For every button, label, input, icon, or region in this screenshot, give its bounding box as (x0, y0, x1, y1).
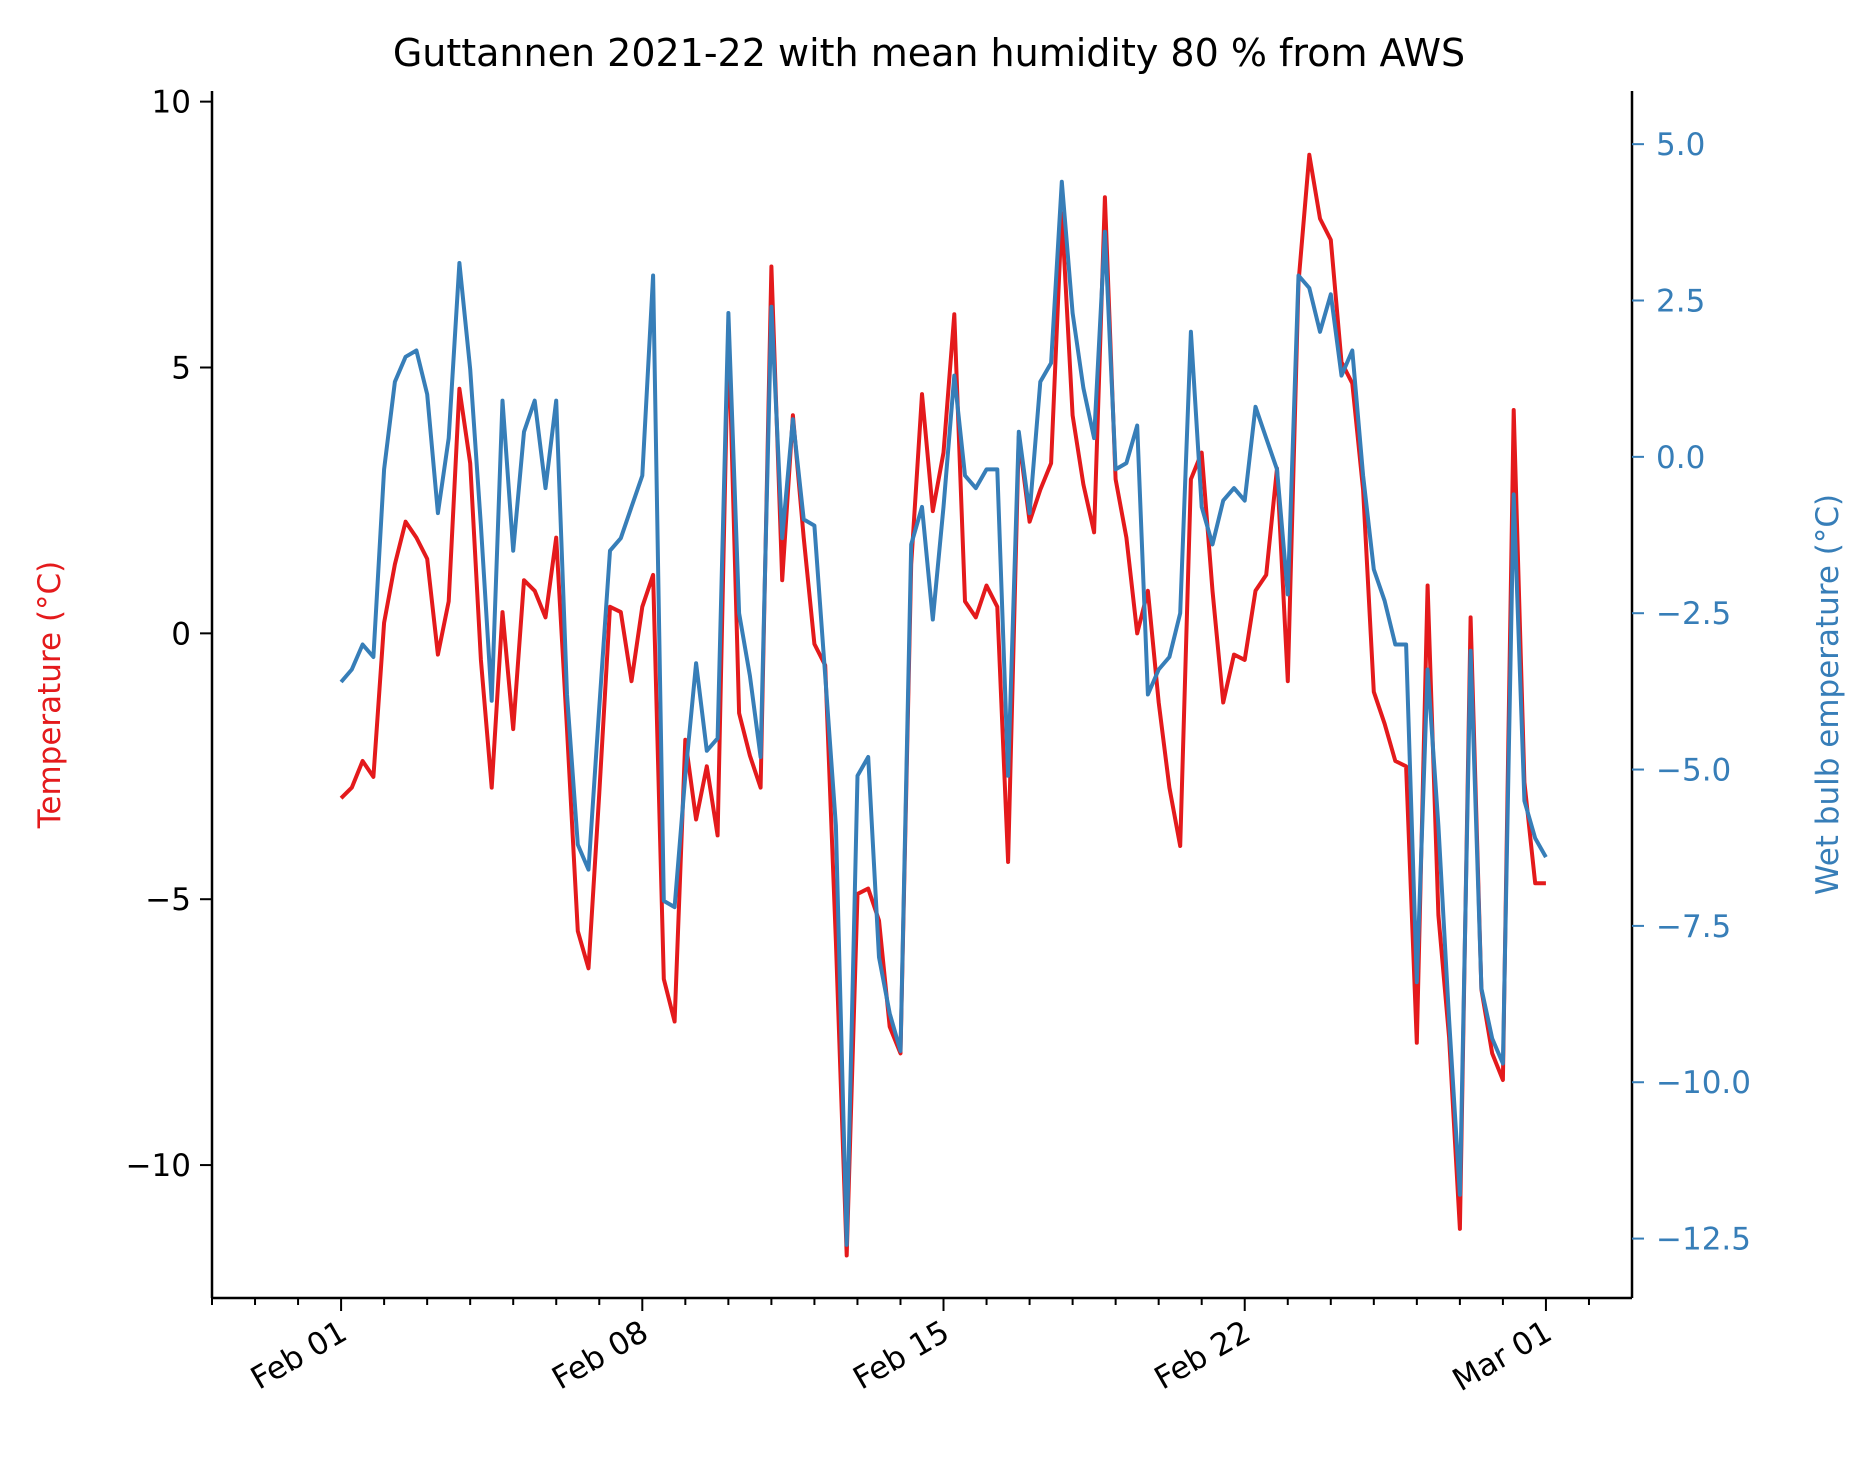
wet-bulb-series-line (339, 179, 1548, 1247)
y-right-tick-label: −2.5 (1656, 596, 1731, 632)
y-right-tick-label: −12.5 (1656, 1222, 1751, 1258)
y-left-tick-label: 0 (171, 616, 191, 652)
x-tick-label: Feb 08 (546, 1314, 654, 1397)
y-right-tick-label: 2.5 (1656, 284, 1705, 320)
y-right-axis-title: Wet bulb emperature (°C) (1810, 494, 1846, 895)
y-right-tick-label: −10.0 (1656, 1065, 1751, 1101)
x-tick-label: Feb 22 (1148, 1314, 1256, 1397)
plot-area (210, 91, 1634, 1300)
y-left-tick-label: −5 (145, 882, 191, 918)
y-left-axis-title: Temperature (°C) (32, 561, 68, 830)
y-left-axis: 10 5 0 −5 −10 (126, 85, 212, 1184)
y-right-tick-label: −7.5 (1656, 909, 1731, 945)
chart-title: Guttannen 2021-22 with mean humidity 80 … (393, 31, 1465, 75)
series-layer (339, 152, 1548, 1258)
x-axis: Feb 01 Feb 08 Feb 15 Feb 22 Mar 01 (211, 1298, 1590, 1399)
y-left-tick-label: −10 (126, 1148, 191, 1184)
y-right-axis: 5.0 2.5 0.0 −2.5 −5.0 −7.5 −10.0 −12.5 (1632, 127, 1751, 1258)
y-right-tick-label: 5.0 (1656, 127, 1705, 163)
y-left-tick-label: 10 (152, 85, 191, 121)
temperature-series-line (339, 152, 1546, 1258)
x-tick-label: Mar 01 (1447, 1314, 1558, 1399)
x-tick-label: Feb 15 (847, 1314, 955, 1397)
y-left-tick-label: 5 (171, 350, 191, 386)
y-right-tick-label: −5.0 (1656, 753, 1731, 789)
x-tick-label: Feb 01 (245, 1314, 353, 1397)
y-right-tick-label: 0.0 (1656, 440, 1705, 476)
